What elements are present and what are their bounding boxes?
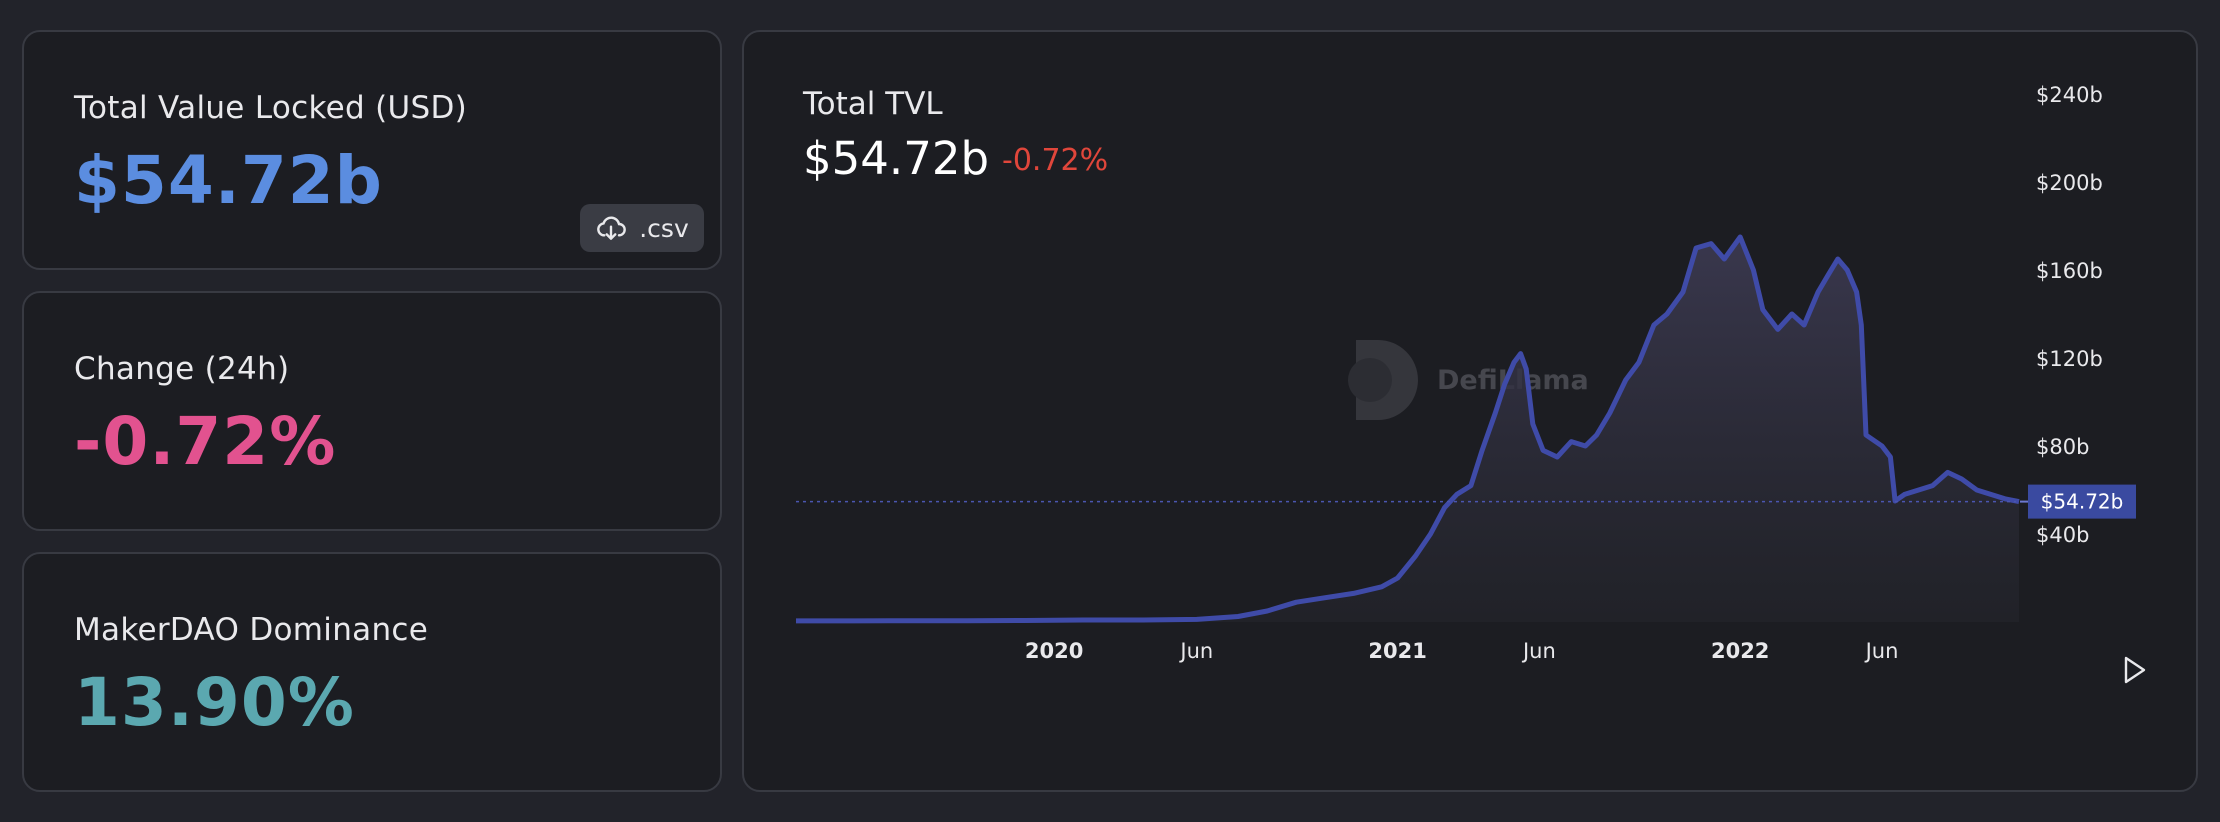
- change-label: Change (24h): [74, 351, 290, 387]
- chart-change: -0.72%: [1002, 143, 1109, 178]
- tvl-label: Total Value Locked (USD): [74, 90, 468, 126]
- change-value: -0.72%: [74, 403, 337, 480]
- tvl-area-fill: [796, 237, 2019, 622]
- csv-download-button[interactable]: .csv: [580, 204, 704, 252]
- tvl-area-chart[interactable]: DefiLlama $40b $80b $120b $160b $200b $240b 20…: [744, 32, 2200, 794]
- x-tick-label: 2020: [1025, 639, 1083, 663]
- x-tick-label: Jun: [1521, 639, 1556, 663]
- y-tick-label: $160b: [2036, 259, 2103, 283]
- play-icon: [2124, 656, 2146, 684]
- csv-label: .csv: [639, 213, 689, 243]
- y-tick-label: $120b: [2036, 347, 2103, 371]
- cloud-download-icon: [597, 216, 627, 240]
- current-value-badge: [2028, 484, 2136, 519]
- current-value-label: $54.72b: [2041, 490, 2124, 514]
- dominance-card: MakerDAO Dominance 13.90%: [22, 552, 722, 792]
- tvl-card: Total Value Locked (USD) $54.72b .csv: [22, 30, 722, 270]
- y-tick-label: $240b: [2036, 83, 2103, 107]
- tvl-chart-card: Total TVL $54.72b -0.72% DefiLlama $40b $…: [742, 30, 2198, 792]
- x-tick-label: 2022: [1711, 639, 1769, 663]
- dominance-label: MakerDAO Dominance: [74, 612, 429, 648]
- tvl-value: $54.72b: [74, 142, 383, 219]
- chart-title: Total TVL: [803, 86, 943, 122]
- change-card: Change (24h) -0.72%: [22, 291, 722, 531]
- tvl-series-line: [796, 234, 2020, 624]
- defillama-watermark: DefiLlama: [1348, 340, 1589, 420]
- chart-value: $54.72b: [803, 132, 990, 185]
- x-tick-label: Jun: [1864, 639, 1899, 663]
- y-tick-label: $80b: [2036, 435, 2089, 459]
- x-tick-label: Jun: [1178, 639, 1213, 663]
- dominance-value: 13.90%: [74, 664, 355, 741]
- x-tick-label: 2021: [1368, 639, 1426, 663]
- y-tick-label: $200b: [2036, 171, 2103, 195]
- y-tick-label: $40b: [2036, 523, 2089, 547]
- play-button[interactable]: [2114, 650, 2154, 690]
